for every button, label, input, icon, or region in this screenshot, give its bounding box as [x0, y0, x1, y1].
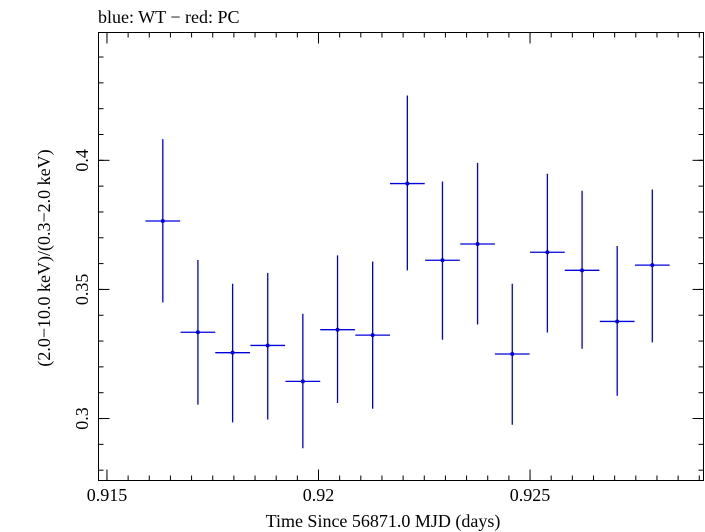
data-marker [265, 343, 270, 348]
x-tick-label: 0.92 [303, 485, 335, 505]
data-point [390, 95, 425, 271]
data-marker [230, 350, 235, 355]
data-point [425, 181, 460, 340]
y-tick-label: 0.35 [72, 274, 92, 306]
data-point [145, 139, 181, 303]
data-point [460, 162, 495, 325]
x-tick-label: 0.915 [87, 485, 128, 505]
data-marker [510, 351, 515, 356]
y-axis-title: (2.0−10.0 keV)/(0.3−2.0 keV) [34, 149, 55, 366]
data-marker [405, 181, 410, 186]
data-point [285, 313, 321, 449]
y-tick-label: 0.3 [72, 407, 92, 430]
data-point [494, 283, 530, 425]
y-tick-label: 0.4 [72, 149, 92, 172]
data-point [320, 255, 355, 404]
data-marker [370, 333, 375, 338]
axis-tick-labels: 0.915 0.92 0.925 0.3 0.35 0.4 [72, 149, 550, 505]
plot-frame [98, 32, 704, 481]
x-tick-label: 0.925 [510, 485, 551, 505]
x-axis-title: Time Since 56871.0 MJD (days) [266, 511, 501, 532]
data-marker [160, 218, 165, 223]
data-point [250, 272, 286, 420]
data-marker [440, 258, 445, 263]
data-marker [580, 268, 585, 273]
axis-ticks [98, 32, 704, 481]
data-marker [650, 263, 655, 268]
data-point [355, 261, 390, 409]
data-point [215, 283, 250, 423]
data-point [180, 259, 216, 405]
plot-border [98, 32, 704, 481]
data-marker [300, 379, 305, 384]
data-point [634, 189, 670, 343]
data-marker [195, 330, 200, 335]
data-point [530, 173, 565, 333]
data-marker [335, 327, 340, 332]
data-point [564, 190, 600, 349]
series-wt [145, 95, 670, 449]
data-marker [475, 241, 480, 246]
data-marker [545, 250, 550, 255]
data-point [599, 246, 635, 396]
chart-title: blue: WT − red: PC [98, 7, 239, 27]
data-series [145, 95, 670, 449]
data-marker [615, 319, 620, 324]
